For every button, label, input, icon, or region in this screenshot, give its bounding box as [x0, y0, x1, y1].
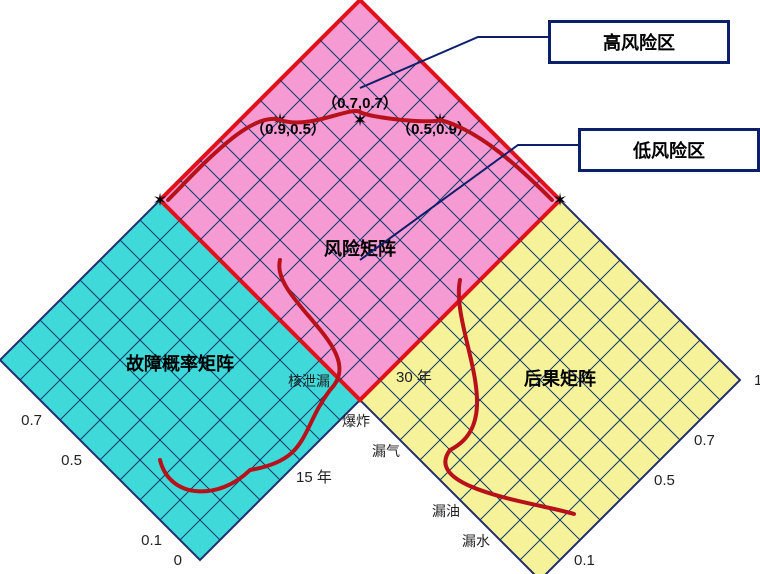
- svg-text:✶: ✶: [552, 190, 567, 210]
- svg-text:✶: ✶: [152, 190, 167, 210]
- svg-text:（0.7,0.7）: （0.7,0.7）: [322, 94, 398, 112]
- svg-text:0: 0: [174, 552, 182, 569]
- svg-text:0.1: 0.1: [574, 552, 595, 569]
- svg-text:0.7: 0.7: [694, 432, 715, 449]
- risk-matrix-diagram: 故障概率矩阵后果矩阵风险矩阵✶（0.9,0.5）✶（0.7,0.7）✶（0.5,…: [0, 0, 760, 574]
- legend-low-risk: 低风险区: [578, 128, 760, 172]
- legend-low-label: 低风险区: [633, 141, 705, 161]
- legend-high-risk: 高风险区: [548, 20, 730, 64]
- svg-text:0.5: 0.5: [654, 472, 675, 489]
- svg-text:故障概率矩阵: 故障概率矩阵: [126, 353, 234, 374]
- svg-text:0.5: 0.5: [61, 452, 82, 469]
- svg-text:核泄漏: 核泄漏: [288, 373, 330, 389]
- svg-text:爆炸: 爆炸: [342, 413, 370, 429]
- svg-text:漏气: 漏气: [372, 443, 400, 459]
- legend-high-label: 高风险区: [603, 33, 675, 53]
- svg-text:漏水: 漏水: [462, 533, 490, 549]
- svg-text:漏油: 漏油: [432, 503, 460, 519]
- svg-text:30 年: 30 年: [396, 369, 432, 386]
- svg-text:15 年: 15 年: [296, 469, 332, 486]
- svg-text:1: 1: [754, 372, 760, 389]
- svg-text:后果矩阵: 后果矩阵: [524, 368, 596, 389]
- svg-text:0.7: 0.7: [21, 412, 42, 429]
- svg-text:0.1: 0.1: [141, 532, 162, 549]
